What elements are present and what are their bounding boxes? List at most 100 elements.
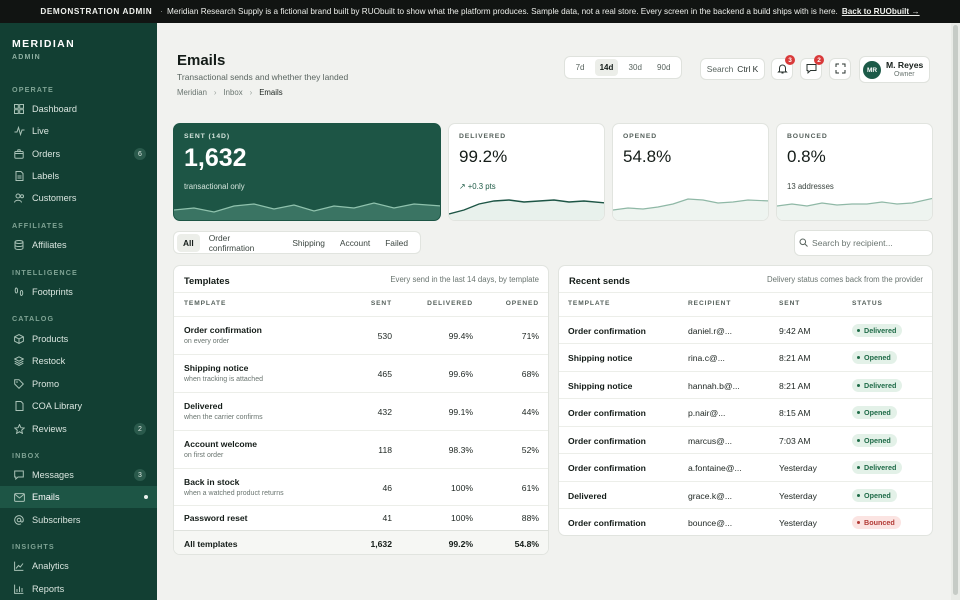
sidebar-item-promo[interactable]: Promo bbox=[0, 373, 157, 395]
sidebar-item-label: Affiliates bbox=[32, 240, 67, 250]
sidebar: MERIDIAN ADMIN OPERATE Dashboard Live Or… bbox=[0, 23, 157, 600]
sidebar-item-label: Footprints bbox=[32, 287, 73, 297]
sidebar-item-live[interactable]: Live bbox=[0, 120, 157, 142]
sidebar-item-products[interactable]: Products bbox=[0, 328, 157, 350]
sidebar-item-orders[interactable]: Orders 6 bbox=[0, 143, 157, 165]
range-7d[interactable]: 7d bbox=[575, 63, 585, 72]
fullscreen-button[interactable] bbox=[829, 58, 851, 80]
table-total-row: All templates 1,632 99.2% 54.8% bbox=[174, 530, 548, 554]
table-row[interactable]: Order confirmation bounce@... Yesterday … bbox=[559, 508, 932, 535]
sidebar-item-label: Reports bbox=[32, 584, 65, 594]
tab-all[interactable]: All bbox=[177, 233, 200, 252]
breadcrumb-meridian[interactable]: Meridian bbox=[177, 88, 207, 97]
sidebar-item-coa-library[interactable]: COA Library bbox=[0, 395, 157, 417]
stat-value: 0.8% bbox=[787, 147, 826, 166]
sidebar-item-label: Orders bbox=[32, 149, 61, 159]
send-template: Order confirmation bbox=[568, 408, 646, 418]
user-menu[interactable]: MR M. Reyes Owner bbox=[859, 56, 930, 83]
sidebar-item-customers[interactable]: Customers bbox=[0, 187, 157, 209]
stat-card-sent: SENT (14D) 1,632 transactional only bbox=[173, 123, 441, 221]
search-shortcut: Ctrl K bbox=[737, 64, 759, 74]
sidebar-item-label: Dashboard bbox=[32, 104, 77, 114]
sidebar-item-reviews[interactable]: Reviews 2 bbox=[0, 418, 157, 440]
sidebar-item-dashboard[interactable]: Dashboard bbox=[0, 98, 157, 120]
table-row[interactable]: Delivered when the carrier confirms 432 … bbox=[174, 392, 548, 430]
sidebar-item-analytics[interactable]: Analytics bbox=[0, 555, 157, 577]
tab-shipping[interactable]: Shipping bbox=[292, 237, 325, 248]
range-30d[interactable]: 30d bbox=[628, 63, 642, 72]
sidebar-item-label: Emails bbox=[32, 492, 60, 502]
template-delivered: 98.3% bbox=[448, 445, 473, 455]
section-catalog: CATALOG bbox=[12, 314, 55, 323]
template-name: Order confirmation bbox=[184, 325, 262, 335]
recipient-search-input[interactable] bbox=[812, 238, 927, 248]
reviews-count-badge: 2 bbox=[134, 423, 146, 435]
brand-name: MERIDIAN bbox=[12, 38, 76, 50]
scrollbar-thumb[interactable] bbox=[953, 25, 958, 595]
tab-order-confirmation[interactable]: Order confirmation bbox=[208, 232, 255, 253]
sidebar-item-reports[interactable]: Reports bbox=[0, 578, 157, 600]
send-recipient: rina.c@... bbox=[688, 353, 725, 363]
tab-account[interactable]: Account bbox=[339, 237, 371, 248]
table-row[interactable]: Back in stock when a watched product ret… bbox=[174, 468, 548, 505]
send-recipient: bounce@... bbox=[688, 518, 733, 528]
recipient-search bbox=[794, 230, 933, 256]
notifications-button[interactable]: 3 bbox=[771, 55, 795, 80]
panel-title: Recent sends bbox=[569, 275, 630, 286]
date-range-selector: 7d 14d 30d 90d bbox=[564, 56, 682, 79]
sidebar-item-label: Labels bbox=[32, 171, 60, 181]
table-row[interactable]: Account welcome on first order 118 98.3%… bbox=[174, 430, 548, 468]
back-to-ruobuilt-link[interactable]: Back to RUObuilt → bbox=[841, 7, 920, 16]
stat-value: 1,632 bbox=[184, 144, 247, 172]
send-recipient: marcus@... bbox=[688, 436, 733, 446]
sidebar-item-labels[interactable]: Labels bbox=[0, 165, 157, 187]
table-row[interactable]: Password reset 41 100% 88% bbox=[174, 505, 548, 530]
footprint-icon bbox=[13, 286, 25, 298]
demo-banner: DEMONSTRATION ADMIN · Meridian Research … bbox=[0, 0, 960, 23]
box-icon bbox=[13, 148, 25, 160]
table-row[interactable]: Shipping notice hannah.b@... 8:21 AM Del… bbox=[559, 371, 932, 398]
table-row[interactable]: Order confirmation on every order 530 99… bbox=[174, 316, 548, 354]
table-row[interactable]: Order confirmation daniel.r@... 9:42 AM … bbox=[559, 316, 932, 343]
sidebar-item-subscribers[interactable]: Subscribers bbox=[0, 509, 157, 531]
status-badge: Delivered bbox=[852, 324, 903, 337]
filter-tabs: All Order confirmation Shipping Account … bbox=[173, 231, 421, 254]
sidebar-item-label: Live bbox=[32, 126, 49, 136]
panel-subtitle: Every send in the last 14 days, by templ… bbox=[390, 275, 539, 284]
table-row[interactable]: Delivered grace.k@... Yesterday Opened bbox=[559, 481, 932, 508]
send-template: Shipping notice bbox=[568, 353, 633, 363]
table-row[interactable]: Order confirmation marcus@... 7:03 AM Op… bbox=[559, 426, 932, 453]
total-label: All templates bbox=[184, 539, 238, 549]
send-template: Order confirmation bbox=[568, 463, 646, 473]
layers-icon bbox=[13, 355, 25, 367]
table-row[interactable]: Order confirmation p.nair@... 8:15 AM Op… bbox=[559, 398, 932, 426]
breadcrumb-inbox[interactable]: Inbox bbox=[223, 88, 243, 97]
panel-header: Templates Every send in the last 14 days… bbox=[174, 266, 548, 293]
table-row[interactable]: Order confirmation a.fontaine@... Yester… bbox=[559, 453, 932, 481]
template-opened: 61% bbox=[521, 483, 539, 493]
sidebar-item-footprints[interactable]: Footprints bbox=[0, 281, 157, 303]
global-search-button[interactable]: Search Ctrl K bbox=[700, 58, 765, 80]
send-time: 9:42 AM bbox=[779, 326, 811, 336]
page-subtitle: Transactional sends and whether they lan… bbox=[177, 72, 349, 82]
sidebar-item-restock[interactable]: Restock bbox=[0, 350, 157, 372]
bell-icon bbox=[776, 63, 788, 76]
messages-button[interactable]: 2 bbox=[800, 55, 824, 80]
stat-trend: ↗ +0.3 pts bbox=[459, 182, 496, 191]
range-90d[interactable]: 90d bbox=[657, 63, 671, 72]
table-row[interactable]: Shipping notice rina.c@... 8:21 AM Opene… bbox=[559, 343, 932, 371]
table-row[interactable]: Shipping notice when tracking is attache… bbox=[174, 354, 548, 392]
status-badge: Opened bbox=[852, 489, 897, 502]
sidebar-item-label: Subscribers bbox=[32, 515, 81, 525]
sidebar-item-messages[interactable]: Messages 3 bbox=[0, 464, 157, 486]
range-14d[interactable]: 14d bbox=[594, 59, 619, 76]
sidebar-item-affiliates[interactable]: Affiliates bbox=[0, 234, 157, 256]
messages-count: 2 bbox=[814, 55, 824, 65]
stat-card-opened: OPENED 54.8% bbox=[612, 123, 769, 221]
search-label: Search bbox=[706, 64, 734, 74]
tab-failed[interactable]: Failed bbox=[385, 237, 408, 248]
template-delivered: 99.4% bbox=[448, 331, 473, 341]
template-desc: on every order bbox=[184, 338, 230, 345]
sidebar-item-emails[interactable]: Emails bbox=[0, 486, 157, 508]
page-scrollbar[interactable] bbox=[951, 23, 960, 600]
